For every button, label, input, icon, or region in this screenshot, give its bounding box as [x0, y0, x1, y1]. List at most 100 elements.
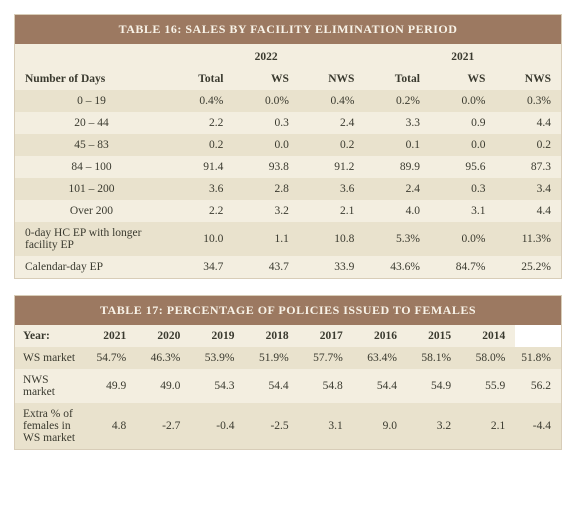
table16: 2022 2021 Number of Days Total WS NWS To… — [15, 44, 561, 278]
cell: 0.4% — [299, 90, 365, 112]
cell: 0.9 — [430, 112, 496, 134]
table17: Year: 2021 2020 2019 2018 2017 2016 2015… — [15, 325, 561, 449]
table17-wrapper: TABLE 17: PERCENTAGE OF POLICIES ISSUED … — [14, 295, 562, 450]
cell: 0.2 — [168, 134, 234, 156]
cell: 2.2 — [168, 112, 234, 134]
cell: 5.3% — [364, 222, 430, 256]
cell: 3.2 — [407, 403, 461, 449]
table-row: Extra % of females in WS market4.8-2.7-0… — [15, 403, 561, 449]
cell: 0.3% — [495, 90, 561, 112]
cell: 55.9 — [461, 369, 515, 403]
cell: -2.7 — [136, 403, 190, 449]
table17-col-2015: 2015 — [407, 325, 461, 347]
cell: 91.2 — [299, 156, 365, 178]
cell: 87.3 — [495, 156, 561, 178]
row-label: Over 200 — [15, 200, 168, 222]
cell: 34.7 — [168, 256, 234, 278]
table16-superheader-2021: 2021 — [364, 44, 561, 68]
cell: 54.3 — [190, 369, 244, 403]
cell: 3.1 — [430, 200, 496, 222]
row-label: Extra % of females in WS market — [15, 403, 82, 449]
cell: 54.9 — [407, 369, 461, 403]
cell: 3.4 — [495, 178, 561, 200]
cell: 0.2 — [495, 134, 561, 156]
table-row: 20 – 442.20.32.43.30.94.4 — [15, 112, 561, 134]
cell: 4.4 — [495, 200, 561, 222]
cell: 49.0 — [136, 369, 190, 403]
cell: 3.6 — [168, 178, 234, 200]
table-row: WS market54.7%46.3%53.9%51.9%57.7%63.4% 5… — [15, 347, 561, 369]
table17-col-2018: 2018 — [245, 325, 299, 347]
table16-col-ws-2021: WS — [430, 68, 496, 90]
cell: 0.0% — [233, 90, 299, 112]
cell: 10.8 — [299, 222, 365, 256]
cell: 57.7% — [299, 347, 353, 369]
cell: 53.9% — [190, 347, 244, 369]
row-label: 45 – 83 — [15, 134, 168, 156]
cell: 84.7% — [430, 256, 496, 278]
cell: 0.3 — [430, 178, 496, 200]
cell: 1.1 — [233, 222, 299, 256]
cell: 4.8 — [82, 403, 136, 449]
cell: 49.9 — [82, 369, 136, 403]
table16-superheader-row: 2022 2021 — [15, 44, 561, 68]
table16-col-nws-2021: NWS — [495, 68, 561, 90]
cell: 43.6% — [364, 256, 430, 278]
cell: 58.0% — [461, 347, 515, 369]
cell: 0.4% — [168, 90, 234, 112]
table17-col-2016: 2016 — [353, 325, 407, 347]
cell: 4.4 — [495, 112, 561, 134]
table17-title: TABLE 17: PERCENTAGE OF POLICIES ISSUED … — [15, 296, 561, 325]
table17-col-2017: 2017 — [299, 325, 353, 347]
row-label: 20 – 44 — [15, 112, 168, 134]
cell: 51.8% — [515, 347, 561, 369]
cell: 0.1 — [364, 134, 430, 156]
row-label: Calendar-day EP — [15, 256, 168, 278]
cell: 91.4 — [168, 156, 234, 178]
cell: 3.3 — [364, 112, 430, 134]
row-label: NWS market — [15, 369, 82, 403]
table16-header-row: Number of Days Total WS NWS Total WS NWS — [15, 68, 561, 90]
cell: 4.0 — [364, 200, 430, 222]
table17-header-row: Year: 2021 2020 2019 2018 2017 2016 2015… — [15, 325, 561, 347]
table17-col-2014: 2014 — [461, 325, 515, 347]
cell: 25.2% — [495, 256, 561, 278]
cell: 0.0% — [430, 222, 496, 256]
cell: 54.8 — [299, 369, 353, 403]
cell: -4.4 — [515, 403, 561, 449]
table16-col-ws-2022: WS — [233, 68, 299, 90]
cell: 54.4 — [353, 369, 407, 403]
table-row: 0-day HC EP with longer facility EP10.01… — [15, 222, 561, 256]
table-row: NWS market49.949.054.354.454.854.454.955… — [15, 369, 561, 403]
cell: 3.2 — [233, 200, 299, 222]
cell: 2.8 — [233, 178, 299, 200]
cell: 95.6 — [430, 156, 496, 178]
cell: 3.6 — [299, 178, 365, 200]
row-label: 0-day HC EP with longer facility EP — [15, 222, 168, 256]
table-row: 84 – 10091.493.891.289.995.687.3 — [15, 156, 561, 178]
cell: 51.9% — [245, 347, 299, 369]
table16-col-days: Number of Days — [15, 68, 168, 90]
cell: 2.1 — [461, 403, 515, 449]
row-label: WS market — [15, 347, 82, 369]
table16-wrapper: TABLE 16: SALES BY FACILITY ELIMINATION … — [14, 14, 562, 279]
cell: 46.3% — [136, 347, 190, 369]
table17-col-2019: 2019 — [190, 325, 244, 347]
table-row: Calendar-day EP34.743.733.943.6%84.7%25.… — [15, 256, 561, 278]
cell: 2.1 — [299, 200, 365, 222]
cell: 9.0 — [353, 403, 407, 449]
cell: 0.2 — [299, 134, 365, 156]
row-label: 101 – 200 — [15, 178, 168, 200]
table16-superheader-blank — [15, 44, 168, 68]
table17-col-year: Year: — [15, 325, 82, 347]
table17-col-2021: 2021 — [82, 325, 136, 347]
table16-col-total-2021: Total — [364, 68, 430, 90]
row-label: 84 – 100 — [15, 156, 168, 178]
cell: 0.3 — [233, 112, 299, 134]
table-row: 0 – 190.4%0.0%0.4%0.2%0.0%0.3% — [15, 90, 561, 112]
cell: 54.7% — [82, 347, 136, 369]
cell: 0.0% — [430, 90, 496, 112]
cell: 11.3% — [495, 222, 561, 256]
cell: 56.2 — [515, 369, 561, 403]
cell: 63.4% — [353, 347, 407, 369]
